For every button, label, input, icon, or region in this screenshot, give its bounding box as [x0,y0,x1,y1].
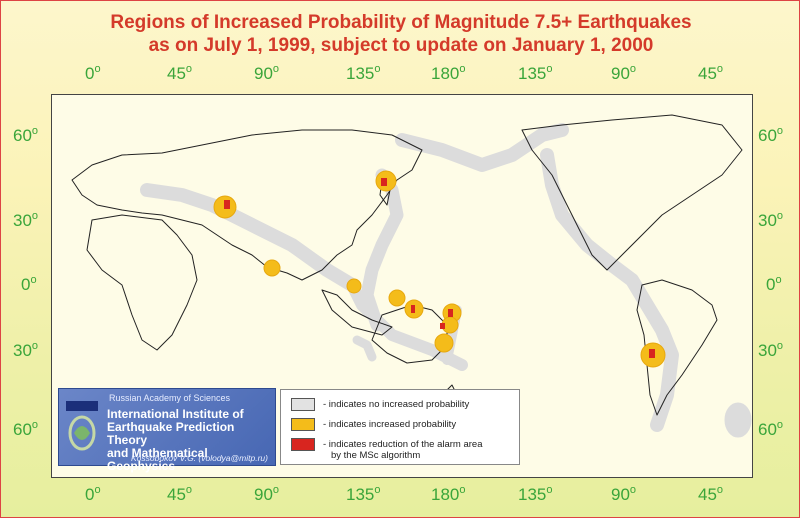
top-lon-label-90w: 90o [611,63,637,83]
author-credit: Kossobokov V.G. (volodya@mitp.ru) [131,453,268,463]
right-lat-label-30s: 30o [758,340,784,360]
map-legend: - indicates no increased probability - i… [280,389,520,465]
americas-zone [540,148,679,432]
msc-area-chile [649,349,655,358]
left-lat-label-30n: 30o [13,210,39,230]
indonesia-outline [321,289,393,336]
left-lat-label-60n: 60o [13,125,39,145]
institute-name: International Institute of Earthquake Pr… [107,407,244,473]
academy-name: Russian Academy of Sciences [109,393,231,403]
alarm-zone-banda-north [346,278,362,294]
no-increase-zones [140,123,752,438]
top-lon-label-180: 180o [431,63,466,83]
alarm-zone-andaman [263,259,281,277]
legend-swatch-yellow [291,418,315,431]
title-line-2: as on July 1, 1999, subject to update on… [148,35,654,56]
increased-probability-zones [213,170,666,368]
legend-swatch-red [291,438,315,451]
alarm-zone-tonga [434,333,454,353]
alpide-belt [140,183,359,292]
top-lon-label-135w: 135o [518,63,553,83]
msc-reduction-areas [224,178,655,358]
north-america-outline [521,114,743,271]
title-line-1: Regions of Increased Probability of Magn… [110,12,692,33]
sunda-arc [346,279,468,371]
coastlines [71,114,743,416]
bottom-lon-label-135w: 135o [518,484,553,504]
top-lon-label-45: 45o [167,63,193,83]
bottom-lon-label-90: 90o [254,484,280,504]
msc-area-vanuatu [448,309,453,317]
top-lon-label-90: 90o [254,63,280,83]
south-america-outline [636,279,718,416]
map-title: Regions of Increased Probability of Magn… [1,11,800,57]
institute-panel: Russian Academy of Sciences Internationa… [58,388,276,473]
right-lat-label-0: 0o [766,274,782,294]
right-lat-label-60s: 60o [758,419,784,439]
south-sandwich-zone [724,402,752,438]
left-lat-label-0: 0o [21,274,37,294]
right-lat-label-30n: 30o [758,210,784,230]
right-lat-label-60n: 60o [758,125,784,145]
bottom-lon-label-90w: 90o [611,484,637,504]
top-lon-label-45w: 45o [698,63,724,83]
eurasia-outline [71,129,423,281]
africa-outline [86,214,198,351]
bottom-lon-label-135: 135o [346,484,381,504]
msc-area-japan [381,178,387,186]
japan-kuril-zone [360,168,404,332]
indonesia-zone [352,335,377,362]
left-lat-label-60s: 60o [13,419,39,439]
world-map-svg [71,114,752,438]
msc-area-hindu-kush [224,200,230,209]
bottom-lon-label-45w: 45o [698,484,724,504]
msc-area-fiji [440,323,445,329]
legend-swatch-gray [291,398,315,411]
msc-area-solomon [411,305,415,313]
alarm-zone-new-guinea [388,289,406,307]
institute-logo-icon [66,401,98,451]
legend-label-reduction: - indicates reduction of the alarm area … [323,439,483,461]
left-lat-label-30s: 30o [13,340,39,360]
bottom-lon-label-0: 0o [85,484,101,504]
bottom-lon-label-180: 180o [431,484,466,504]
top-lon-label-0: 0o [85,63,101,83]
legend-label-no-increase: - indicates no increased probability [323,399,470,410]
bottom-lon-label-45: 45o [167,484,193,504]
legend-label-increased: - indicates increased probability [323,419,457,430]
aleutian-zone [395,123,569,172]
top-lon-label-135: 135o [346,63,381,83]
